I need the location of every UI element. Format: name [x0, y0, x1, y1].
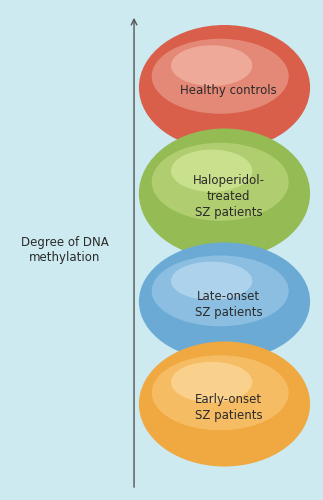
Ellipse shape: [139, 25, 310, 150]
Ellipse shape: [139, 128, 310, 258]
Ellipse shape: [171, 46, 252, 86]
Text: Degree of DNA
methylation: Degree of DNA methylation: [21, 236, 109, 264]
Ellipse shape: [152, 355, 289, 430]
Text: Late-onset
SZ patients: Late-onset SZ patients: [195, 290, 263, 319]
Ellipse shape: [152, 256, 289, 326]
Ellipse shape: [139, 242, 310, 360]
Text: Haloperidol-
treated
SZ patients: Haloperidol- treated SZ patients: [193, 174, 265, 219]
Ellipse shape: [171, 262, 252, 300]
Ellipse shape: [139, 342, 310, 466]
Text: Early-onset
SZ patients: Early-onset SZ patients: [195, 392, 263, 422]
Ellipse shape: [152, 143, 289, 221]
Ellipse shape: [171, 150, 252, 192]
Ellipse shape: [171, 362, 252, 403]
Ellipse shape: [152, 39, 289, 114]
Text: Healthy controls: Healthy controls: [180, 84, 277, 97]
